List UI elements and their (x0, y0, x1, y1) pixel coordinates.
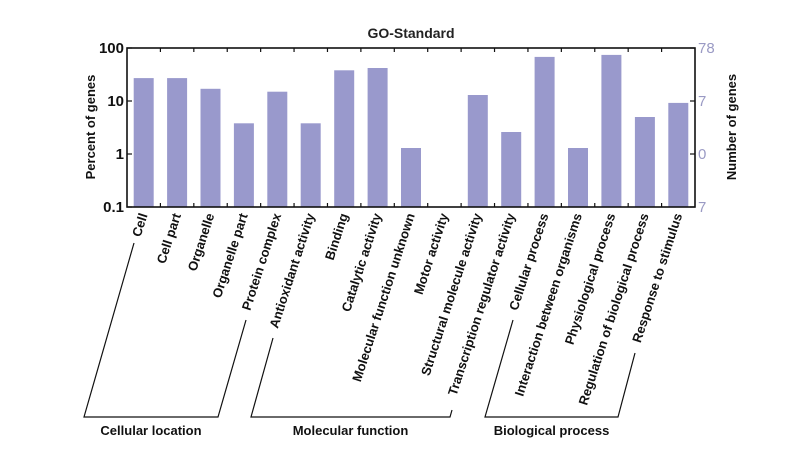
y-axis-label-left: Percent of genes (83, 75, 98, 180)
bars-group (133, 54, 689, 208)
group-label: Cellular location (100, 423, 201, 438)
group-bracket (83, 242, 247, 418)
y-tick-label-right: 78 (698, 40, 715, 57)
x-tick-marks (159, 48, 663, 207)
x-tick-label: Binding (322, 211, 351, 262)
x-tick-label: Structural molecule activity (418, 211, 485, 378)
plot-frame (126, 47, 696, 208)
y-tick-label-right: 7 (698, 93, 706, 110)
bar (267, 91, 288, 207)
y-tick-label-left: 1 (116, 146, 124, 163)
bar (601, 54, 622, 208)
x-tick-label: Organelle (185, 211, 218, 273)
bar (367, 68, 388, 207)
bar (200, 88, 221, 207)
bar (167, 78, 188, 207)
x-tick-label: Cell (129, 211, 151, 238)
bar (233, 123, 254, 207)
x-tick-label: Motor activity (411, 211, 452, 297)
bar (300, 123, 321, 207)
group-bracket (484, 319, 636, 418)
y-tick-label-left: 10 (107, 93, 124, 110)
y-tick-label-right: 0 (698, 146, 706, 163)
chart-title: GO-Standard (367, 25, 454, 41)
y-tick-label-right: 7 (698, 199, 706, 216)
bar (467, 95, 488, 207)
y-axis-left: 100 10 1 0.1 (99, 40, 132, 216)
y-axis-right: 78 7 0 7 (690, 40, 715, 216)
bar (401, 148, 421, 207)
y-tick-label-left: 0.1 (103, 199, 124, 216)
category-groups: Cellular location Molecular function Biolo… (83, 242, 636, 438)
group-bracket (250, 337, 453, 418)
y-tick-label-left: 100 (99, 40, 124, 57)
bar (534, 56, 555, 208)
bar (668, 102, 689, 207)
group-label: Biological process (494, 423, 610, 438)
bar (634, 117, 655, 207)
x-tick-label: Molecular function unknown (349, 211, 418, 383)
group-label: Molecular function (293, 423, 409, 438)
bar (334, 70, 355, 207)
y-axis-label-right: Number of genes (724, 74, 739, 180)
bar (501, 132, 522, 207)
bar (568, 148, 588, 207)
x-tick-label: Cell part (154, 211, 185, 266)
bar (133, 78, 154, 207)
